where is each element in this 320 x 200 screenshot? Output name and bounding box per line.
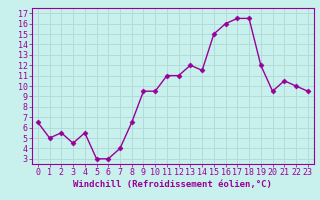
X-axis label: Windchill (Refroidissement éolien,°C): Windchill (Refroidissement éolien,°C) (73, 180, 272, 189)
